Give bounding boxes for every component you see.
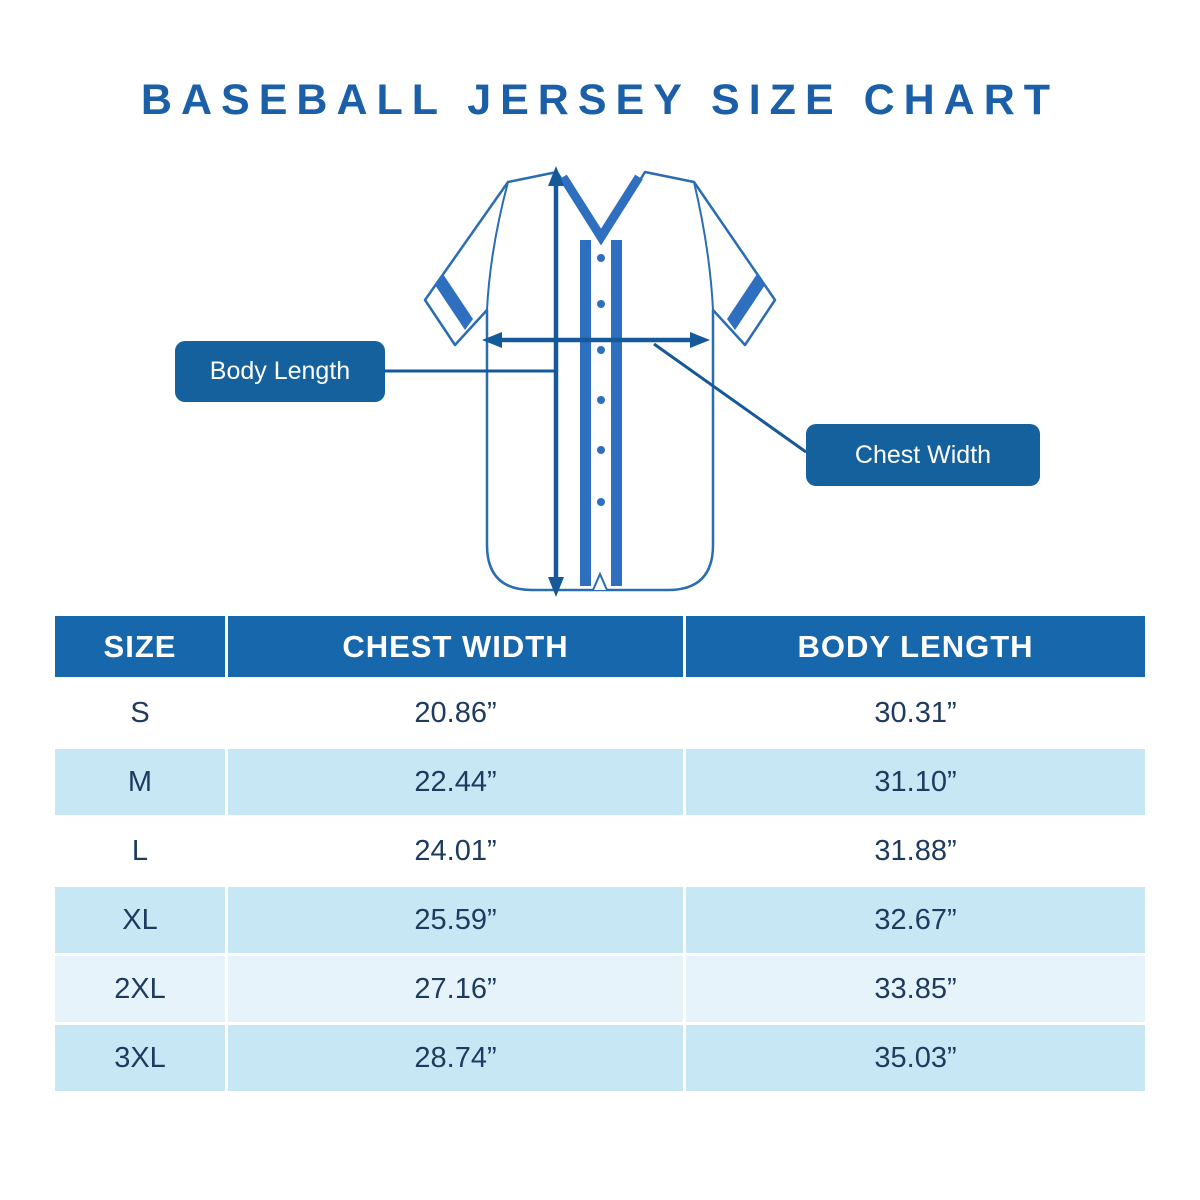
hem-vent: [592, 571, 608, 591]
chest-width-cell: 27.16”: [228, 956, 686, 1025]
table-row: 3XL 28.74” 35.03”: [55, 1025, 1145, 1094]
left-sleeve-stripe: [435, 274, 473, 330]
body-length-label-text: Body Length: [209, 357, 351, 385]
left-armhole-seam: [486, 181, 509, 311]
chest-width-cell: 24.01”: [228, 818, 686, 887]
size-table-body: S 20.86” 30.31” M 22.44” 31.10” L 24.01” 31.88” X…: [55, 680, 1145, 1094]
placket-left-strip: [580, 240, 591, 586]
right-armhole-seam: [693, 181, 714, 311]
page-title: BASEBALL JERSEY SIZE CHART: [140, 76, 1060, 124]
chest-width-label: Chest Width: [806, 424, 1040, 486]
placket-buttons: [597, 254, 605, 506]
size-table-header-row: SIZE CHEST WIDTH BODY LENGTH: [55, 616, 1145, 680]
chest-width-cell: 28.74”: [228, 1025, 686, 1094]
body-length-cell: 31.88”: [686, 818, 1145, 887]
size-cell: 2XL: [55, 956, 228, 1025]
right-sleeve-stripe: [727, 274, 765, 330]
body-length-label: Body Length: [175, 341, 385, 402]
jersey-outline: [423, 170, 777, 592]
size-cell: M: [55, 749, 228, 818]
size-cell: L: [55, 818, 228, 887]
table-row: 2XL 27.16” 33.85”: [55, 956, 1145, 1025]
header-cell-chest-width: CHEST WIDTH: [228, 616, 686, 680]
size-cell: 3XL: [55, 1025, 228, 1094]
chest-width-connector: [653, 342, 807, 454]
body-length-arrow: [548, 166, 564, 597]
body-length-cell: 31.10”: [686, 749, 1145, 818]
chest-width-cell: 22.44”: [228, 749, 686, 818]
chest-width-cell: 25.59”: [228, 887, 686, 956]
table-row: L 24.01” 31.88”: [55, 818, 1145, 887]
table-row: M 22.44” 31.10”: [55, 749, 1145, 818]
table-row: XL 25.59” 32.67”: [55, 887, 1145, 956]
chest-width-arrow: [482, 332, 710, 348]
chest-width-label-text: Chest Width: [854, 440, 992, 469]
collar-trim: [559, 174, 643, 246]
size-cell: XL: [55, 887, 228, 956]
body-length-cell: 32.67”: [686, 887, 1145, 956]
body-length-cell: 30.31”: [686, 680, 1145, 749]
size-cell: S: [55, 680, 228, 749]
body-length-cell: 35.03”: [686, 1025, 1145, 1094]
size-table: SIZE CHEST WIDTH BODY LENGTH S 20.86” 30.31”…: [55, 616, 1145, 1094]
placket-right-strip: [611, 240, 622, 586]
header-cell-size: SIZE: [55, 616, 228, 680]
body-length-cell: 33.85”: [686, 956, 1145, 1025]
table-row: S 20.86” 30.31”: [55, 680, 1145, 749]
chest-width-cell: 20.86”: [228, 680, 686, 749]
header-cell-body-length: BODY LENGTH: [686, 616, 1145, 680]
